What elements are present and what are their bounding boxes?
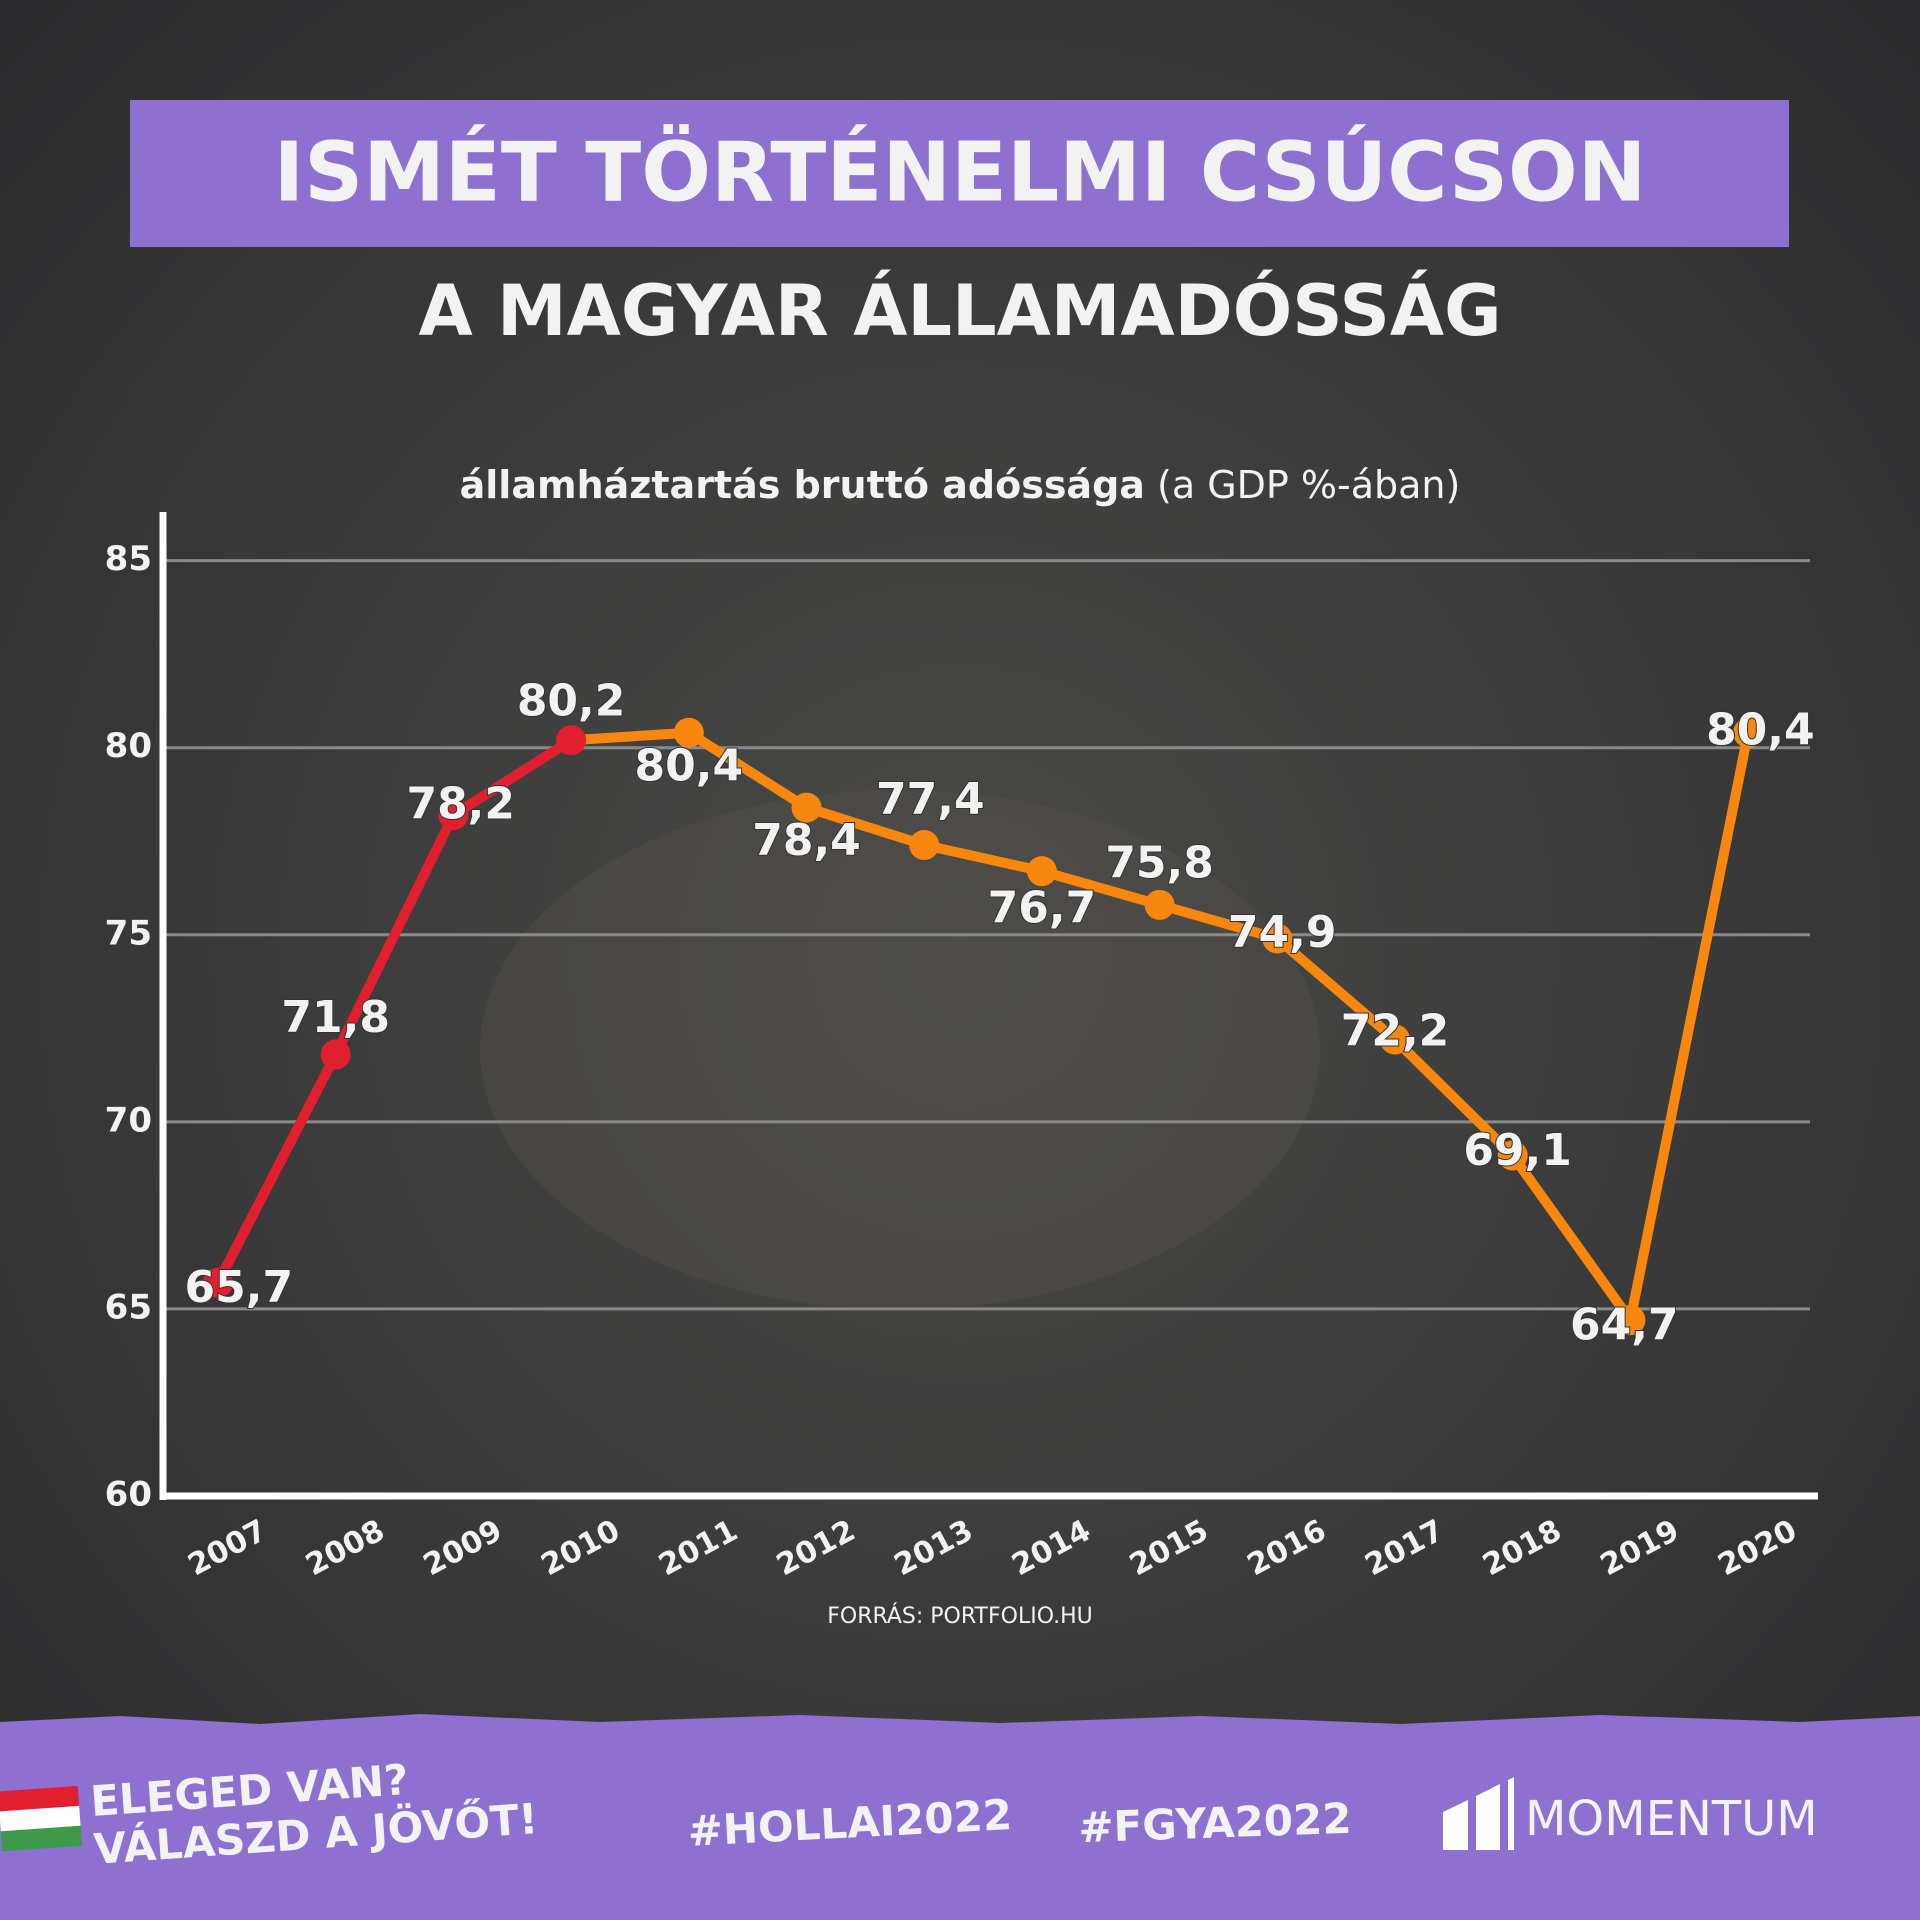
source: FORRÁS: PORTFOLIO.HU bbox=[827, 1603, 1093, 1629]
logo-text: MOMENTUM bbox=[1525, 1791, 1818, 1847]
marker bbox=[909, 829, 940, 860]
data-label: 78,4 bbox=[752, 815, 861, 866]
data-label: 78,2 bbox=[406, 778, 515, 829]
data-label: 72,2 bbox=[1341, 1005, 1450, 1056]
flag-white bbox=[0, 1805, 81, 1832]
background-blur bbox=[480, 790, 1320, 1310]
y-tick-label: 70 bbox=[105, 1100, 152, 1140]
line bbox=[686, 728, 1754, 1326]
data-label: 77,4 bbox=[876, 774, 985, 825]
marker bbox=[203, 1267, 233, 1298]
logo-mark bbox=[1443, 1777, 1514, 1850]
chart-subtitle: A MAGYAR ÁLLAMADÓSSÁG bbox=[418, 270, 1501, 352]
data-label: 64,7 bbox=[1570, 1299, 1679, 1350]
marker bbox=[791, 792, 822, 823]
title-box bbox=[130, 100, 1789, 247]
connector bbox=[566, 727, 694, 746]
data-label: 80,4 bbox=[635, 740, 744, 791]
axis-title-bold: államháztartás bruttó adóssága bbox=[460, 463, 1145, 507]
data-label: 75,8 bbox=[1105, 838, 1214, 889]
marker bbox=[673, 717, 704, 748]
y-tick-label: 80 bbox=[105, 726, 152, 766]
marker bbox=[1497, 1140, 1528, 1171]
marker bbox=[1733, 717, 1764, 748]
data-label: 80,2 bbox=[517, 675, 626, 726]
y-tick-label: 60 bbox=[105, 1475, 152, 1515]
axis-unit: (a GDP %-ában) bbox=[1157, 463, 1460, 507]
y-tick-label: 65 bbox=[105, 1287, 152, 1327]
marker bbox=[1026, 856, 1057, 887]
data-label: 76,7 bbox=[988, 882, 1097, 933]
marker bbox=[1144, 889, 1175, 920]
data-label: 69,1 bbox=[1463, 1125, 1572, 1176]
data-label: 80,4 bbox=[1706, 705, 1815, 756]
line bbox=[213, 736, 574, 1286]
flag bbox=[0, 1785, 82, 1852]
marker bbox=[1380, 1024, 1410, 1055]
marker bbox=[438, 800, 469, 831]
hashtag: #FGYA2022 bbox=[1078, 1794, 1353, 1853]
flag-red bbox=[0, 1785, 80, 1812]
footer-band bbox=[0, 1714, 1920, 1920]
data-label: 74,9 bbox=[1228, 907, 1337, 958]
marker bbox=[1615, 1305, 1646, 1336]
data-label: 71,8 bbox=[281, 992, 390, 1043]
axis-title: államháztartás bruttó adóssága (a GDP %-… bbox=[460, 463, 1461, 507]
y-tick-label: 75 bbox=[105, 913, 152, 953]
marker bbox=[1262, 923, 1293, 954]
data-label: 65,7 bbox=[185, 1262, 294, 1313]
marker bbox=[556, 725, 587, 756]
y-tick-label: 85 bbox=[105, 539, 152, 579]
chart-title: ISMÉT TÖRTÉNELMI CSÚCSON bbox=[274, 123, 1647, 220]
flag-green bbox=[0, 1825, 82, 1852]
marker bbox=[320, 1039, 351, 1070]
